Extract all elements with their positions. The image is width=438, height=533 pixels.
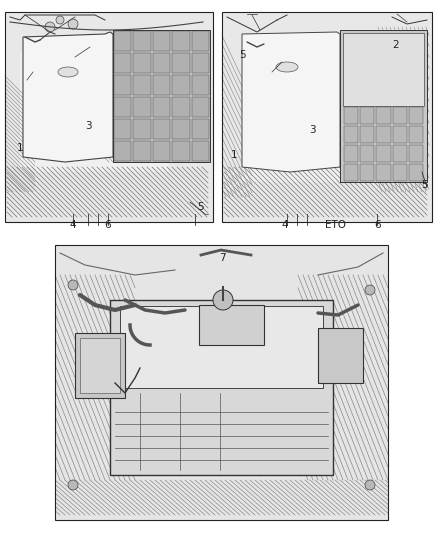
Circle shape bbox=[68, 480, 78, 490]
Bar bbox=[242, 42, 382, 182]
Ellipse shape bbox=[276, 62, 298, 72]
Bar bbox=[409, 107, 423, 124]
Bar bbox=[172, 31, 190, 51]
Bar bbox=[172, 97, 190, 117]
Bar bbox=[114, 31, 131, 51]
Bar bbox=[344, 145, 358, 162]
Text: 4: 4 bbox=[282, 220, 288, 230]
Bar bbox=[222, 12, 432, 222]
Bar bbox=[114, 75, 131, 95]
Bar bbox=[392, 145, 407, 162]
Bar bbox=[360, 126, 374, 143]
Bar bbox=[134, 75, 151, 95]
Bar bbox=[376, 126, 391, 143]
Bar bbox=[344, 164, 358, 181]
Bar bbox=[360, 145, 374, 162]
Bar bbox=[134, 119, 151, 139]
Bar bbox=[344, 107, 358, 124]
Bar bbox=[222, 12, 432, 222]
Text: 5: 5 bbox=[197, 202, 203, 212]
Bar bbox=[360, 107, 374, 124]
Text: 3: 3 bbox=[309, 125, 315, 135]
Text: 7: 7 bbox=[219, 253, 225, 263]
Bar bbox=[134, 53, 151, 73]
Text: ETO: ETO bbox=[325, 220, 346, 230]
Bar bbox=[191, 31, 209, 51]
Bar bbox=[191, 97, 209, 117]
Text: 5: 5 bbox=[239, 50, 245, 60]
Bar bbox=[114, 141, 131, 161]
Text: 4: 4 bbox=[70, 220, 76, 230]
Bar bbox=[110, 300, 333, 475]
Text: 1: 1 bbox=[17, 143, 23, 153]
Circle shape bbox=[213, 290, 233, 310]
Polygon shape bbox=[242, 32, 340, 172]
Text: 1: 1 bbox=[231, 150, 237, 160]
Bar bbox=[20, 52, 168, 172]
Bar bbox=[344, 126, 358, 143]
Text: 2: 2 bbox=[393, 40, 399, 50]
Bar bbox=[134, 31, 151, 51]
Bar bbox=[172, 53, 190, 73]
Bar bbox=[114, 119, 131, 139]
Bar bbox=[153, 75, 170, 95]
Bar bbox=[134, 141, 151, 161]
Bar bbox=[172, 141, 190, 161]
Bar bbox=[360, 164, 374, 181]
Bar bbox=[153, 53, 170, 73]
Circle shape bbox=[365, 480, 375, 490]
Bar bbox=[191, 141, 209, 161]
Bar bbox=[343, 33, 424, 106]
Bar bbox=[80, 338, 120, 393]
Circle shape bbox=[365, 285, 375, 295]
Bar bbox=[172, 75, 190, 95]
Bar bbox=[120, 306, 323, 388]
Bar bbox=[376, 145, 391, 162]
Bar bbox=[113, 30, 210, 162]
Bar bbox=[191, 119, 209, 139]
Bar bbox=[392, 164, 407, 181]
Bar bbox=[409, 164, 423, 181]
Bar bbox=[5, 12, 213, 222]
Circle shape bbox=[56, 16, 64, 24]
Circle shape bbox=[45, 22, 55, 32]
Bar bbox=[5, 12, 213, 222]
Bar bbox=[114, 53, 131, 73]
Bar bbox=[392, 126, 407, 143]
Bar bbox=[153, 97, 170, 117]
Bar bbox=[75, 333, 125, 398]
Text: 6: 6 bbox=[374, 220, 381, 230]
Bar bbox=[153, 141, 170, 161]
Bar bbox=[153, 31, 170, 51]
Bar bbox=[340, 30, 427, 182]
Bar bbox=[55, 245, 388, 520]
Bar bbox=[172, 119, 190, 139]
Bar bbox=[134, 97, 151, 117]
Bar bbox=[376, 107, 391, 124]
Text: 6: 6 bbox=[105, 220, 111, 230]
Bar bbox=[55, 245, 388, 520]
Bar bbox=[392, 107, 407, 124]
Polygon shape bbox=[23, 32, 113, 162]
Bar bbox=[153, 119, 170, 139]
Bar bbox=[191, 75, 209, 95]
Bar bbox=[114, 97, 131, 117]
Ellipse shape bbox=[58, 67, 78, 77]
Bar bbox=[409, 145, 423, 162]
Text: 3: 3 bbox=[85, 121, 91, 131]
Bar bbox=[409, 126, 423, 143]
Bar bbox=[376, 164, 391, 181]
Bar bbox=[191, 53, 209, 73]
Bar bbox=[318, 328, 363, 383]
Text: 5: 5 bbox=[422, 180, 428, 190]
Bar bbox=[199, 305, 264, 345]
Circle shape bbox=[68, 19, 78, 29]
Circle shape bbox=[68, 280, 78, 290]
